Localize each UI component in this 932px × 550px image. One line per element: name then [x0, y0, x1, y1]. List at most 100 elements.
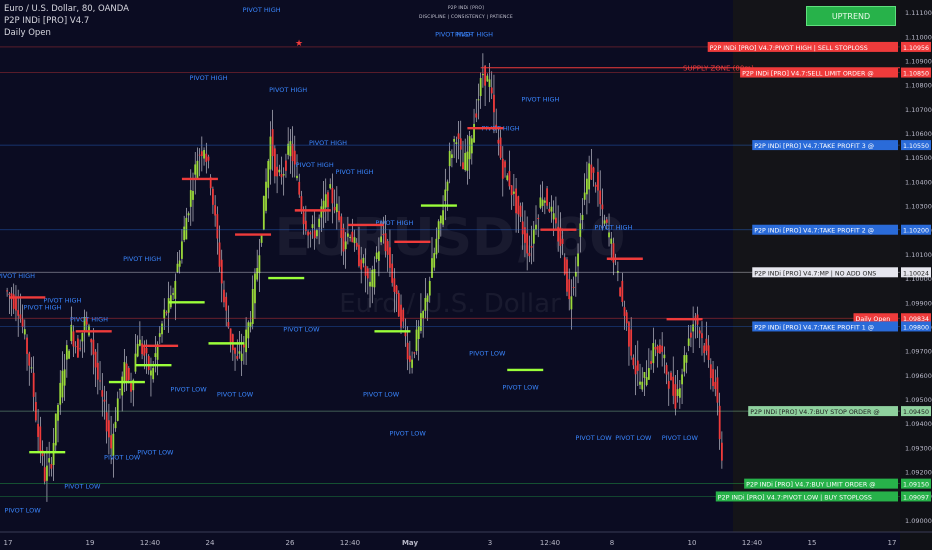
candle-body	[360, 259, 363, 270]
candle-body	[320, 206, 323, 218]
candle-body	[116, 398, 119, 421]
candle-body	[167, 298, 170, 313]
candle-body	[302, 212, 305, 225]
candle-body	[455, 142, 458, 144]
candle-body	[335, 203, 338, 213]
candle-body	[214, 205, 217, 216]
candle-body	[605, 219, 608, 223]
candle-body	[52, 442, 55, 465]
watermark-name: Euro / U.S. Dollar	[339, 289, 561, 319]
candle-body	[145, 347, 148, 354]
candle-body	[654, 347, 657, 350]
candle-body	[475, 113, 478, 118]
level-label: P2P INDi [PRO] V4.7:BUY LIMIT ORDER @	[746, 481, 875, 489]
price-tag: 1.10200	[903, 228, 929, 235]
candle-body	[616, 271, 619, 273]
candle-body	[203, 150, 205, 159]
pivot-low-label: PIVOT LOW	[64, 482, 101, 490]
candle-body	[561, 238, 564, 244]
candle-body	[701, 333, 703, 339]
level-label: Daily Open	[856, 316, 891, 323]
candle-body	[632, 357, 635, 366]
future-area	[733, 0, 900, 532]
candle-body	[236, 356, 239, 359]
candle-body	[158, 333, 161, 337]
candle-body	[479, 77, 482, 97]
candle-body	[32, 372, 35, 397]
candle-body	[413, 352, 416, 354]
candle-body	[254, 273, 256, 304]
candle-body	[143, 345, 146, 356]
center-subtitle: DISCIPLINE | CONSISTENCY | PATIENCE	[419, 15, 513, 20]
candle-body	[138, 339, 141, 346]
candle-body	[692, 324, 695, 332]
supply-zone-label: SUPPLY ZONE (80m)	[683, 65, 754, 73]
candle-body	[200, 151, 203, 157]
candle-body	[581, 214, 584, 221]
candle-body	[641, 381, 644, 390]
candle-body	[311, 224, 314, 228]
candle-body	[484, 65, 487, 86]
y-tick-label: 1.09500	[905, 396, 932, 404]
candle-body	[477, 99, 480, 101]
candle-body	[165, 312, 168, 314]
price-tag-bg	[901, 313, 931, 324]
candle-body	[309, 232, 312, 235]
candle-body	[468, 136, 471, 160]
candle-body	[382, 234, 385, 236]
price-tag-bg	[901, 41, 931, 52]
candle-body	[621, 280, 624, 302]
candle-body	[293, 150, 296, 165]
candle-body	[420, 313, 422, 331]
candle-body	[127, 367, 130, 380]
y-tick-label: 1.10300	[905, 203, 932, 211]
level-label-bg	[740, 67, 898, 78]
candle-body	[391, 263, 394, 283]
candle-body	[172, 293, 174, 295]
candle-body	[384, 233, 387, 252]
candle-body	[433, 253, 436, 268]
candle-body	[590, 164, 593, 180]
pivot-low-label: PIVOT LOW	[469, 349, 506, 357]
candle-body	[714, 381, 717, 389]
candle-body	[187, 213, 190, 216]
candle-body	[333, 206, 336, 211]
candle-body	[245, 329, 248, 353]
price-tag: 1.09834	[903, 316, 929, 323]
pivot-low-label: PIVOT LOW	[502, 383, 539, 391]
price-tag: 1.09097	[903, 494, 929, 501]
price-tag: 1.09450	[903, 409, 929, 416]
candle-body	[150, 370, 152, 376]
candle-body	[205, 153, 208, 162]
candle-body	[400, 304, 402, 328]
candle-body	[90, 338, 93, 343]
candle-body	[574, 271, 577, 277]
candle-body	[287, 143, 290, 155]
candle-body	[470, 138, 473, 154]
candle-body	[424, 297, 427, 311]
candle-body	[156, 344, 159, 360]
candle-body	[568, 279, 571, 300]
candle-body	[608, 232, 610, 238]
candle-body	[344, 241, 347, 250]
candle-body	[442, 210, 444, 225]
candle-body	[619, 287, 621, 297]
candle-body	[530, 246, 533, 248]
candle-body	[74, 346, 77, 348]
candle-body	[278, 169, 281, 173]
candle-body	[422, 310, 425, 319]
candle-body	[183, 226, 186, 241]
candle-body	[592, 167, 595, 173]
candle-body	[512, 191, 515, 194]
candle-body	[493, 94, 495, 113]
candle-body	[251, 288, 254, 324]
candle-body	[338, 210, 340, 221]
y-tick-label: 1.09600	[905, 372, 932, 380]
candle-body	[163, 309, 166, 319]
level-label: P2P INDi [PRO] V4.7:BUY STOP ORDER @	[750, 408, 879, 416]
pivot-high-label: PIVOT HIGH	[23, 304, 61, 312]
watermark-symbol: EURUSD, 80	[275, 208, 626, 268]
candle-body	[634, 365, 637, 375]
y-tick-label: 1.10500	[905, 154, 932, 162]
